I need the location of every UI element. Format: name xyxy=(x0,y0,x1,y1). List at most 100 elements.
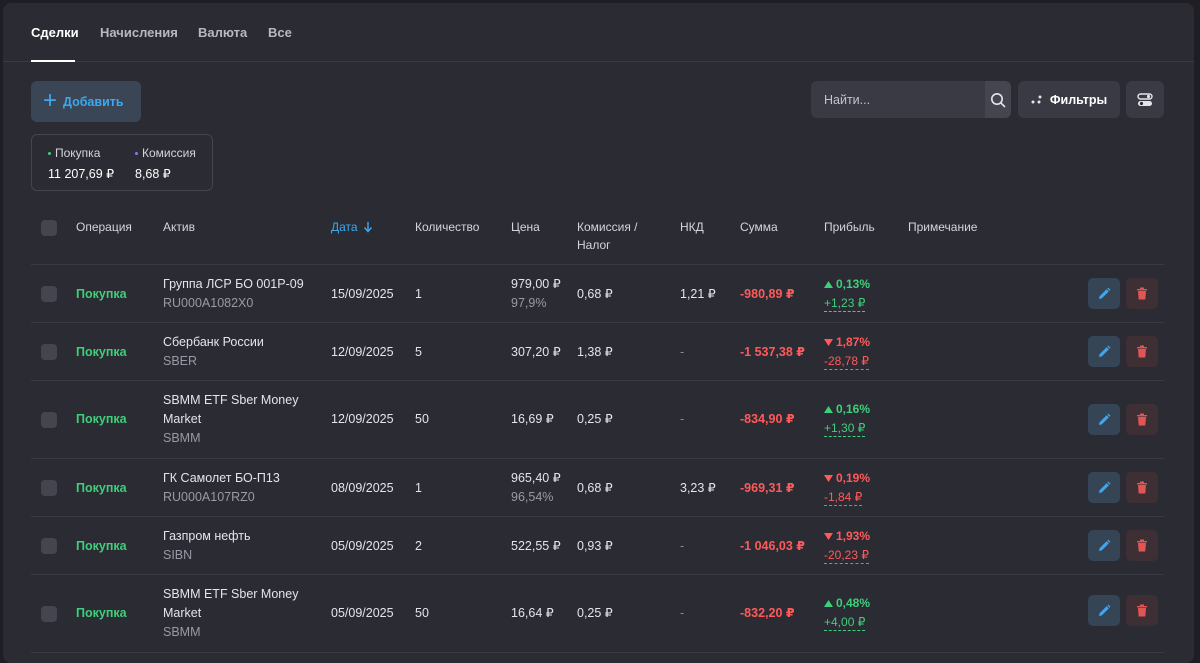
tab-all[interactable]: Все xyxy=(268,25,292,40)
row-checkbox[interactable] xyxy=(41,538,57,554)
row-quantity: 50 xyxy=(415,606,429,620)
delete-button[interactable] xyxy=(1126,530,1158,561)
row-quantity: 50 xyxy=(415,412,429,426)
col-commission-line1: Комиссия / xyxy=(577,220,638,234)
row-profit-pct: 0,19% xyxy=(836,471,871,485)
edit-button[interactable] xyxy=(1088,595,1120,626)
add-button[interactable]: + Добавить xyxy=(31,81,141,122)
trash-icon xyxy=(1137,345,1147,358)
row-nkd: 1,21 ₽ xyxy=(680,287,716,301)
row-asset[interactable]: SBMM ETF Sber Money Market SBMM xyxy=(163,391,298,448)
tab-accruals[interactable]: Начисления xyxy=(100,25,178,40)
col-date[interactable]: Дата xyxy=(331,218,373,236)
delete-button[interactable] xyxy=(1126,595,1158,626)
filters-button[interactable]: Фильтры xyxy=(1018,81,1120,118)
row-asset-name: SBMM ETF Sber Money xyxy=(163,587,299,601)
filter-dots-icon xyxy=(1031,95,1042,103)
row-quantity: 2 xyxy=(415,539,422,553)
purchase-dot-icon xyxy=(48,151,51,155)
table-row[interactable]: Покупка SBMM ETF Sber Money Market SBMM … xyxy=(31,575,1164,653)
row-profit-abs: -1,84 ₽ xyxy=(824,490,863,506)
col-asset[interactable]: Актив xyxy=(163,220,195,234)
edit-button[interactable] xyxy=(1088,404,1120,435)
row-checkbox[interactable] xyxy=(41,606,57,622)
col-quantity[interactable]: Количество xyxy=(415,220,480,234)
row-checkbox[interactable] xyxy=(41,480,57,496)
row-asset[interactable]: Сбербанк России SBER xyxy=(163,333,264,371)
delete-button[interactable] xyxy=(1126,404,1158,435)
edit-button[interactable] xyxy=(1088,472,1120,503)
commission-dot-icon xyxy=(135,151,138,155)
row-sum: -969,31 ₽ xyxy=(740,481,795,495)
deals-panel: Сделки Начисления Валюта Все + Добавить … xyxy=(3,3,1194,663)
row-asset[interactable]: Группа ЛСР БО 001Р-09 RU000A1082X0 xyxy=(163,275,304,313)
row-sum: -1 046,03 ₽ xyxy=(740,539,805,553)
edit-button[interactable] xyxy=(1088,530,1120,561)
table-header: Операция Актив Дата Количество Цена Коми… xyxy=(31,203,1164,265)
tab-deals[interactable]: Сделки xyxy=(31,25,79,40)
row-profit-abs: +4,00 ₽ xyxy=(824,615,866,631)
table-row[interactable]: Покупка SBMM ETF Sber Money Market SBMM … xyxy=(31,381,1164,459)
table-row[interactable]: Покупка Газпром нефть SIBN 05/09/2025 2 … xyxy=(31,517,1164,575)
row-profit-abs: -28,78 ₽ xyxy=(824,354,869,370)
col-nkd[interactable]: НКД xyxy=(680,220,704,234)
toggle-icon xyxy=(1137,92,1153,106)
row-asset[interactable]: ГК Самолет БО-П13 RU000A107RZ0 xyxy=(163,469,280,507)
table-row[interactable]: Покупка Сбербанк России SBER 12/09/2025 … xyxy=(31,323,1164,381)
row-asset[interactable]: Газпром нефть SIBN xyxy=(163,527,250,565)
purchase-value: 11 207,69 ₽ xyxy=(48,167,115,181)
view-toggle-button[interactable] xyxy=(1126,81,1164,118)
col-commission-line2: Налог xyxy=(577,238,611,252)
row-checkbox[interactable] xyxy=(41,412,57,428)
row-price-pct: 97,9% xyxy=(511,296,547,310)
row-nkd: - xyxy=(680,606,685,620)
row-nkd: - xyxy=(680,539,685,553)
col-price[interactable]: Цена xyxy=(511,220,540,234)
col-profit[interactable]: Прибыль xyxy=(824,220,875,234)
col-commission[interactable]: Комиссия / Налог xyxy=(577,218,638,254)
row-sum: -834,90 ₽ xyxy=(740,412,795,426)
delete-button[interactable] xyxy=(1126,278,1158,309)
edit-button[interactable] xyxy=(1088,278,1120,309)
col-sum[interactable]: Сумма xyxy=(740,220,778,234)
col-note[interactable]: Примечание xyxy=(908,220,978,234)
purchase-label: Покупка xyxy=(55,146,101,160)
row-checkbox[interactable] xyxy=(41,286,57,302)
delete-button[interactable] xyxy=(1126,472,1158,503)
search-input[interactable] xyxy=(811,81,985,118)
select-all-checkbox[interactable] xyxy=(41,220,57,236)
row-price-value: 979,00 ₽ xyxy=(511,277,561,291)
table-row[interactable]: Покупка Группа ЛСР БО 001Р-09 RU000A1082… xyxy=(31,265,1164,323)
edit-button[interactable] xyxy=(1088,336,1120,367)
commission-label: Комиссия xyxy=(142,146,196,160)
pencil-icon xyxy=(1099,481,1111,493)
row-price: 965,40 ₽ 96,54% xyxy=(511,469,561,507)
col-operation[interactable]: Операция xyxy=(76,220,132,234)
triangle-down-icon xyxy=(824,339,833,346)
row-commission: 0,25 ₽ xyxy=(577,412,613,426)
row-price-value: 965,40 ₽ xyxy=(511,471,561,485)
row-asset-name: SBMM ETF Sber Money xyxy=(163,393,299,407)
search-icon xyxy=(991,92,1006,107)
row-checkbox[interactable] xyxy=(41,344,57,360)
trash-icon xyxy=(1137,413,1147,426)
tab-currency[interactable]: Валюта xyxy=(198,25,248,40)
row-quantity: 1 xyxy=(415,481,422,495)
row-profit-pct: 0,16% xyxy=(836,402,871,416)
row-asset-code: RU000A107RZ0 xyxy=(163,490,255,504)
row-asset[interactable]: SBMM ETF Sber Money Market SBMM xyxy=(163,585,298,642)
row-date: 12/09/2025 xyxy=(331,345,394,359)
col-date-label: Дата xyxy=(331,220,358,234)
row-price-value: 522,55 ₽ xyxy=(511,539,561,553)
table-row[interactable]: Покупка ГК Самолет БО-П13 RU000A107RZ0 0… xyxy=(31,459,1164,517)
add-button-label: Добавить xyxy=(63,94,124,109)
purchase-total: Покупка 11 207,69 ₽ xyxy=(48,146,114,181)
trash-icon xyxy=(1137,481,1147,494)
delete-button[interactable] xyxy=(1126,336,1158,367)
row-profit-abs: -20,23 ₽ xyxy=(824,548,869,564)
row-date: 05/09/2025 xyxy=(331,539,394,553)
plus-icon: + xyxy=(43,86,58,114)
pencil-icon xyxy=(1099,345,1111,357)
row-asset-name: Группа ЛСР БО 001Р-09 xyxy=(163,277,304,291)
search-button[interactable] xyxy=(985,81,1011,118)
